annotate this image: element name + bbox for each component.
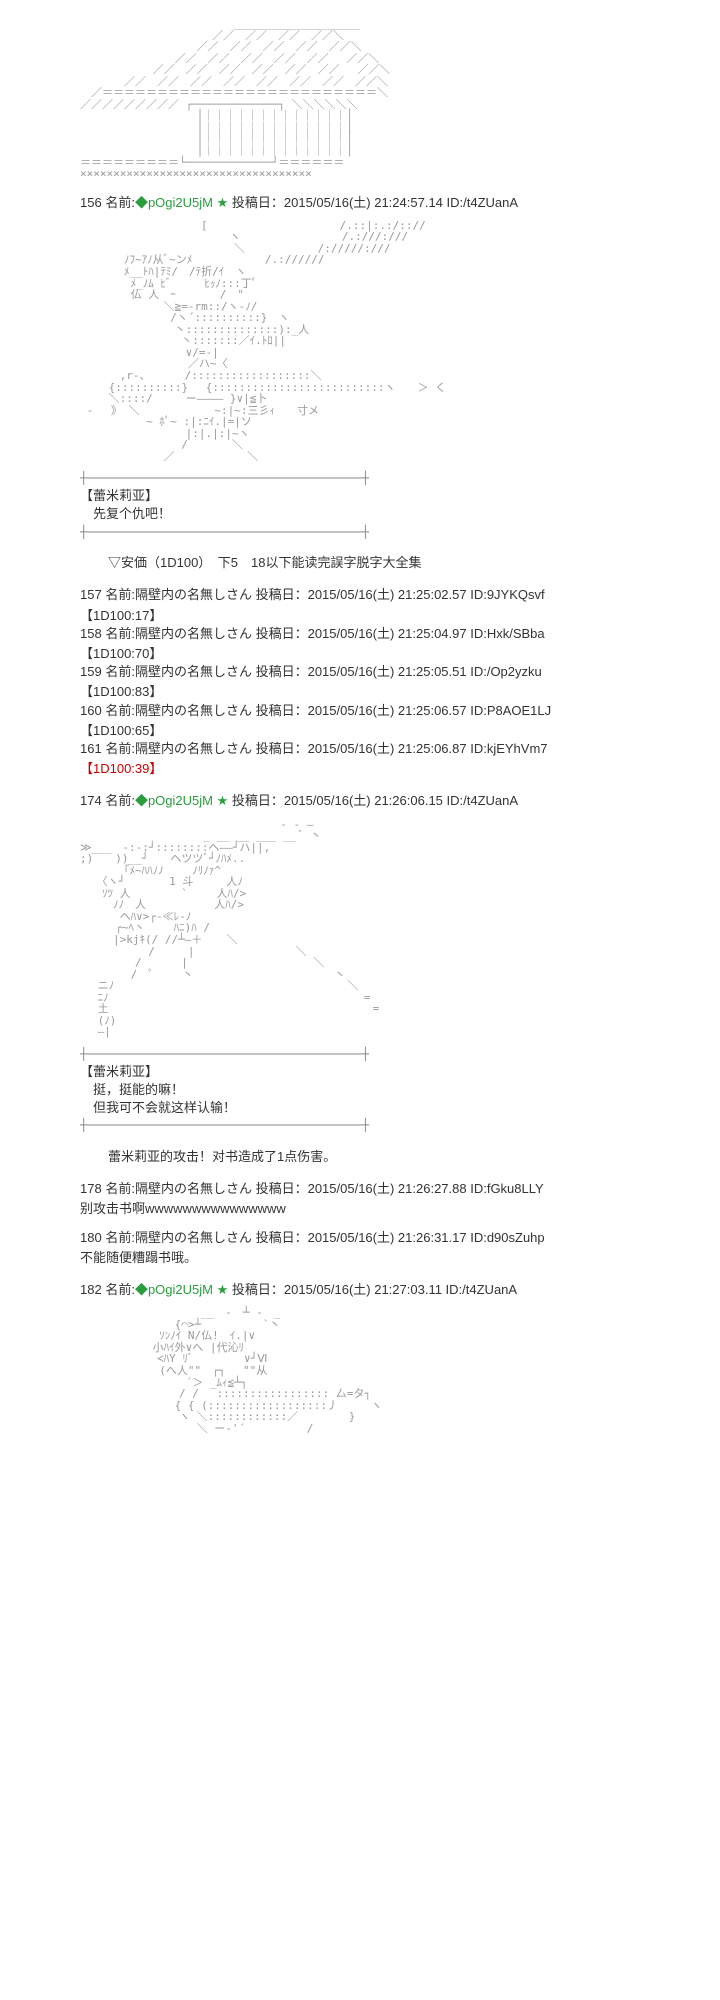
post-number: 178: [80, 1181, 102, 1196]
box-border-top: ┼──────────────────────────────────────┼: [80, 470, 640, 487]
post-meta: 投稿日：2015/05/16(土) 21:25:06.57 ID:P8AOE1L…: [256, 703, 552, 718]
post-meta: 投稿日：2015/05/16(土) 21:25:05.51 ID:/Op2yzk…: [256, 664, 542, 679]
dialogue-speaker: 【蕾米莉亚】: [80, 1063, 640, 1081]
post-158: 158 名前:隔壁内の名無しさん 投稿日：2015/05/16(土) 21:25…: [80, 625, 640, 643]
post-180: 180 名前:隔壁内の名無しさん 投稿日：2015/05/16(土) 21:26…: [80, 1229, 640, 1247]
post-meta: 投稿日：2015/05/16(土) 21:24:57.14 ID:/t4ZUan…: [232, 195, 518, 210]
post-meta: 投稿日：2015/05/16(土) 21:25:02.57 ID:9JYKQsv…: [256, 587, 545, 602]
ascii-art-building: ___________________ ／／ ／／ ／／ ／／＼ ／／ ／／ ／…: [80, 18, 640, 180]
name-label: 名前:: [105, 793, 135, 808]
post-number: 158: [80, 626, 102, 641]
poster-name: 隔壁内の名無しさん: [135, 741, 252, 756]
ascii-art-remilia-3: __ - ┴ - _ {⌒>┴ `丶 ｿﾝﾉｲ N/仏! ｲ.|∨ 小ﾊｲ外∨へ…: [80, 1307, 640, 1434]
poster-name: 隔壁内の名無しさん: [135, 664, 252, 679]
star-icon: ★: [217, 1282, 229, 1297]
post-number: 157: [80, 587, 102, 602]
name-label: 名前:: [105, 1230, 135, 1245]
post-meta: 投稿日：2015/05/16(土) 21:26:27.88 ID:fGku8LL…: [256, 1181, 544, 1196]
poster-name: 隔壁内の名無しさん: [135, 1230, 252, 1245]
star-icon: ★: [217, 793, 229, 808]
post-header-174: 174 名前:◆pOgi2U5jM ★ 投稿日：2015/05/16(土) 21…: [80, 792, 640, 810]
name-label: 名前:: [105, 741, 135, 756]
dice-result: 【1D100:17】: [80, 607, 640, 625]
name-label: 名前:: [105, 703, 135, 718]
post-157: 157 名前:隔壁内の名無しさん 投稿日：2015/05/16(土) 21:25…: [80, 586, 640, 604]
post-header-182: 182 名前:◆pOgi2U5jM ★ 投稿日：2015/05/16(土) 21…: [80, 1281, 640, 1299]
name-label: 名前:: [105, 664, 135, 679]
poster-name: 隔壁内の名無しさん: [135, 587, 252, 602]
post-number: 182: [80, 1282, 102, 1297]
tripcode[interactable]: ◆pOgi2U5jM: [135, 1282, 213, 1297]
poster-name: 隔壁内の名無しさん: [135, 626, 252, 641]
narration-text: 蕾米莉亚的攻击！对书造成了1点伤害。: [108, 1148, 640, 1166]
ascii-art-remilia-2: - - ― _ __ __ ___ __ ﾞ 丶 ≫___ -:-:┘:::::…: [80, 819, 640, 1038]
post-number: 156: [80, 195, 102, 210]
name-label: 名前:: [105, 1181, 135, 1196]
dice-result: 【1D100:83】: [80, 683, 640, 701]
post-number: 159: [80, 664, 102, 679]
dice-result: 【1D100:65】: [80, 722, 640, 740]
post-number: 180: [80, 1230, 102, 1245]
dice-result: 【1D100:70】: [80, 645, 640, 663]
poster-name: 隔壁内の名無しさん: [135, 703, 252, 718]
name-label: 名前:: [105, 626, 135, 641]
dice-result-highlighted: 【1D100:39】: [80, 760, 640, 778]
poster-name: 隔壁内の名無しさん: [135, 1181, 252, 1196]
post-number: 161: [80, 741, 102, 756]
post-159: 159 名前:隔壁内の名無しさん 投稿日：2015/05/16(土) 21:25…: [80, 663, 640, 681]
post-160: 160 名前:隔壁内の名無しさん 投稿日：2015/05/16(土) 21:25…: [80, 702, 640, 720]
name-label: 名前:: [105, 587, 135, 602]
dialogue-line: 挺，挺能的嘛！: [80, 1081, 640, 1099]
dialogue-line: 先复个仇吧！: [80, 505, 640, 523]
post-meta: 投稿日：2015/05/16(土) 21:25:04.97 ID:Hxk/SBb…: [256, 626, 545, 641]
post-meta: 投稿日：2015/05/16(土) 21:26:31.17 ID:d90sZuh…: [256, 1230, 545, 1245]
box-border-bottom: ┼──────────────────────────────────────┼: [80, 524, 640, 541]
box-border-bottom: ┼──────────────────────────────────────┼: [80, 1117, 640, 1134]
post-header-156: 156 名前:◆pOgi2U5jM ★ 投稿日：2015/05/16(土) 21…: [80, 194, 640, 212]
post-number: 160: [80, 703, 102, 718]
dialogue-line: 但我可不会就这样认输！: [80, 1099, 640, 1117]
post-meta: 投稿日：2015/05/16(土) 21:26:06.15 ID:/t4ZUan…: [232, 793, 518, 808]
post-body: 别攻击书啊wwwwwwwwwwwwwww: [80, 1200, 640, 1218]
ascii-art-remilia-1: [ /.::|:.:/::// ヽ /.:///:/// ＼ /://///:/…: [80, 220, 640, 462]
tripcode[interactable]: ◆pOgi2U5jM: [135, 195, 213, 210]
star-icon: ★: [217, 195, 229, 210]
narration-text: ▽安価（1D100） 下5 18以下能读完誤字脱字大全集: [108, 554, 640, 572]
tripcode[interactable]: ◆pOgi2U5jM: [135, 793, 213, 808]
dialogue-speaker: 【蕾米莉亚】: [80, 487, 640, 505]
name-label: 名前:: [105, 1282, 135, 1297]
name-label: 名前:: [105, 195, 135, 210]
post-178: 178 名前:隔壁内の名無しさん 投稿日：2015/05/16(土) 21:26…: [80, 1180, 640, 1198]
post-meta: 投稿日：2015/05/16(土) 21:27:03.11 ID:/t4ZUan…: [232, 1282, 517, 1297]
post-161: 161 名前:隔壁内の名無しさん 投稿日：2015/05/16(土) 21:25…: [80, 740, 640, 758]
box-border-top: ┼──────────────────────────────────────┼: [80, 1046, 640, 1063]
post-body: 不能随便糟蹋书哦。: [80, 1249, 640, 1267]
post-number: 174: [80, 793, 102, 808]
post-meta: 投稿日：2015/05/16(土) 21:25:06.87 ID:kjEYhVm…: [256, 741, 548, 756]
